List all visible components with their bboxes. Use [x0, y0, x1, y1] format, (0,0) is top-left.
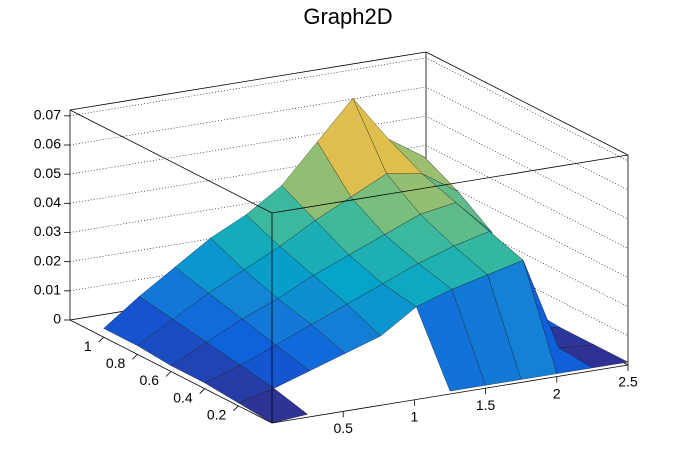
z-tick-label: 0.03 [34, 223, 61, 239]
surface-cell [237, 388, 308, 424]
z-tick-label: 0.04 [34, 194, 61, 210]
z-tick-label: 0 [53, 311, 61, 327]
y-tick [132, 354, 138, 360]
box-edge [271, 154, 629, 214]
y-tick [98, 336, 104, 343]
surface-cell [416, 289, 486, 392]
z-tick-label: 0.01 [34, 282, 61, 298]
y-tick-label: 0.6 [140, 372, 160, 388]
box-edge [425, 51, 629, 156]
y-tick-label: 0.2 [207, 407, 227, 423]
y-tick-label: 0.4 [173, 389, 193, 405]
x-tick-label: 2.5 [618, 374, 638, 390]
z-tick-label: 0.06 [34, 136, 61, 152]
z-tick-label: 0.05 [34, 165, 61, 181]
x-tick-label: 1 [411, 409, 419, 425]
box-edge [69, 51, 427, 111]
y-tick [233, 405, 239, 412]
y-tick [165, 371, 172, 377]
y-tick-label: 0.8 [106, 355, 126, 371]
x-tick-label: 0.5 [333, 420, 353, 436]
box-edge [69, 109, 273, 214]
box-edge [271, 364, 629, 424]
chart-title: Graph2D [303, 4, 392, 29]
y-tick [199, 388, 205, 394]
y-tick-label: 1 [84, 338, 92, 354]
z-tick-label: 0.02 [34, 252, 61, 268]
x-tick-label: 2 [553, 385, 561, 401]
x-tick-label: 1.5 [476, 397, 496, 413]
z-tick-label: 0.07 [34, 107, 61, 123]
